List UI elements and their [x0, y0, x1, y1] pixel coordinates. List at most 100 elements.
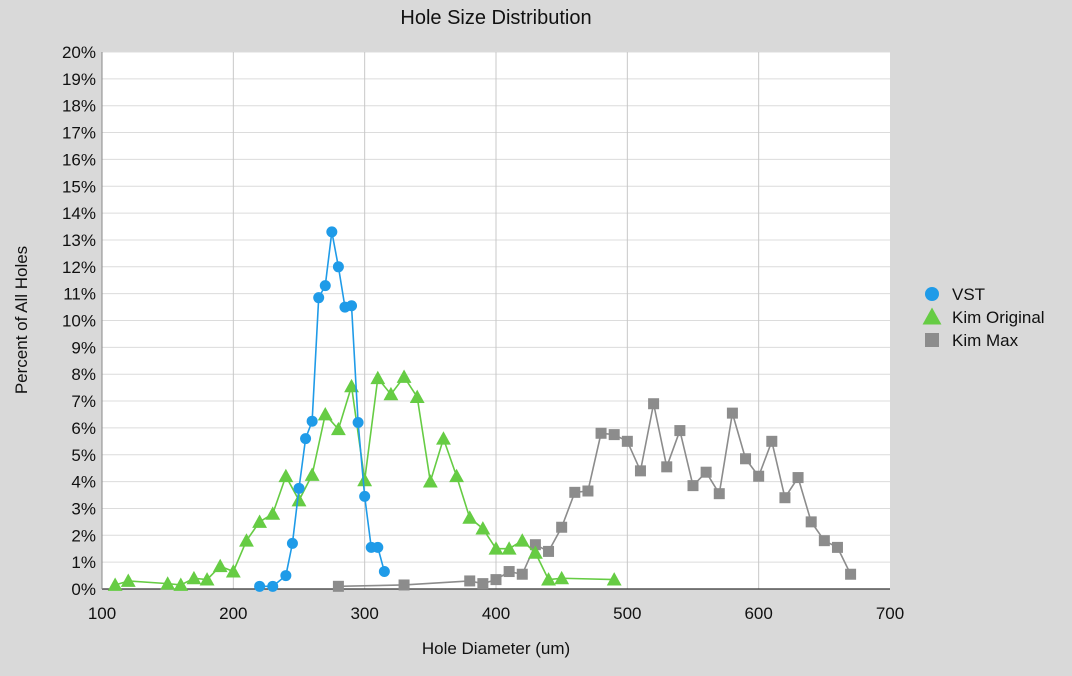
data-point-kim-max — [332, 580, 344, 592]
y-tick-label: 17% — [62, 124, 96, 143]
data-point-kim-max — [661, 461, 673, 473]
data-point-kim-max — [779, 492, 791, 504]
y-tick-label: 6% — [71, 419, 96, 438]
grid-lines — [102, 51, 890, 589]
data-point-vst — [306, 415, 318, 427]
legend-item-kim-max: Kim Max — [925, 331, 1019, 350]
data-point-kim-original — [160, 576, 176, 590]
series-kim-max — [332, 398, 857, 592]
legend-label-vst: VST — [952, 285, 985, 304]
y-axis-label: Percent of All Holes — [12, 246, 31, 394]
data-point-kim-max — [543, 545, 555, 557]
data-point-kim-original — [265, 506, 281, 520]
legend-item-kim-original: Kim Original — [922, 307, 1045, 327]
y-tick-label: 10% — [62, 312, 96, 331]
data-point-vst — [326, 226, 338, 238]
data-point-kim-max — [516, 568, 528, 580]
data-point-kim-max — [556, 521, 568, 533]
data-point-kim-original — [212, 558, 228, 573]
data-point-kim-original — [186, 570, 202, 585]
data-series — [107, 226, 857, 592]
y-tick-label: 16% — [62, 150, 96, 169]
legend-marker-kim-max — [925, 333, 939, 347]
data-point-kim-max — [608, 429, 620, 441]
x-tick-label: 200 — [219, 604, 247, 623]
data-point-vst — [378, 566, 390, 578]
x-tick-label: 300 — [350, 604, 378, 623]
data-point-vst — [352, 417, 364, 429]
data-point-kim-max — [845, 568, 857, 580]
data-point-kim-original — [396, 369, 412, 383]
series-kim-original — [107, 369, 622, 591]
axes: 0% 1% 2% 3% 4% 5% 6% 7% 8% 9% 10% 11% 12% 13% 14% 15% 16… — [62, 43, 904, 623]
data-point-kim-max — [634, 465, 646, 477]
x-tick-label: 400 — [482, 604, 510, 623]
data-point-kim-max — [529, 539, 541, 551]
data-point-kim-max — [766, 435, 778, 447]
data-point-kim-original — [199, 572, 215, 586]
x-tick-label: 100 — [88, 604, 116, 623]
data-point-kim-original — [107, 577, 123, 591]
data-point-vst — [359, 490, 371, 502]
data-point-kim-original — [252, 514, 268, 528]
data-point-kim-max — [674, 425, 686, 437]
data-point-kim-original — [304, 467, 320, 481]
x-axis-label: Hole Diameter (um) — [422, 639, 570, 658]
y-tick-label: 5% — [71, 446, 96, 465]
legend-marker-vst — [925, 287, 939, 301]
y-tick-label: 15% — [62, 177, 96, 196]
x-tick-label: 700 — [876, 604, 904, 623]
data-point-vst — [254, 580, 266, 592]
data-point-kim-original — [541, 572, 556, 586]
data-point-kim-original — [501, 541, 517, 555]
data-point-kim-max — [713, 488, 725, 500]
data-point-kim-max — [687, 480, 699, 492]
data-point-kim-original — [475, 521, 491, 535]
data-point-kim-original — [527, 545, 543, 559]
data-point-vst — [293, 482, 305, 494]
legend: VST Kim Original Kim Max — [922, 285, 1045, 350]
data-point-kim-original — [173, 577, 189, 591]
data-point-kim-max — [477, 578, 489, 590]
data-point-kim-max — [503, 566, 515, 578]
data-point-vst — [332, 261, 344, 273]
y-tick-label: 11% — [63, 285, 96, 304]
x-tick-label: 600 — [744, 604, 772, 623]
data-point-kim-original — [317, 407, 333, 421]
y-tick-label: 14% — [62, 204, 96, 223]
y-tick-label: 18% — [62, 97, 96, 116]
y-tick-label: 20% — [62, 43, 96, 62]
data-point-kim-max — [464, 575, 476, 587]
data-point-kim-max — [569, 486, 581, 498]
data-point-kim-max — [792, 472, 804, 484]
data-point-kim-original — [239, 533, 254, 547]
y-tick-label: 1% — [71, 553, 96, 572]
data-point-kim-original — [120, 573, 136, 587]
data-point-kim-original — [344, 378, 359, 393]
data-point-kim-max — [805, 516, 817, 528]
data-point-vst — [319, 280, 331, 292]
data-point-kim-original — [383, 386, 399, 401]
y-tick-label: 8% — [71, 365, 96, 384]
data-point-kim-max — [490, 574, 502, 586]
data-point-kim-original — [278, 468, 294, 483]
data-point-kim-max — [818, 535, 830, 547]
y-tick-label: 3% — [71, 499, 96, 518]
legend-item-vst: VST — [925, 285, 985, 304]
series-line-kim-original — [114, 375, 615, 586]
data-point-vst — [300, 433, 312, 445]
y-tick-label: 9% — [71, 338, 96, 357]
data-point-kim-max — [582, 485, 594, 497]
data-point-vst — [280, 570, 292, 582]
series-vst — [254, 226, 390, 592]
data-point-kim-max — [595, 427, 607, 439]
data-point-kim-max — [753, 470, 765, 482]
legend-label-kim-original: Kim Original — [952, 308, 1045, 327]
y-tick-label: 7% — [71, 392, 96, 411]
data-point-vst — [267, 580, 279, 592]
data-point-kim-original — [422, 474, 438, 488]
legend-label-kim-max: Kim Max — [952, 331, 1019, 350]
y-tick-label: 2% — [71, 526, 96, 545]
